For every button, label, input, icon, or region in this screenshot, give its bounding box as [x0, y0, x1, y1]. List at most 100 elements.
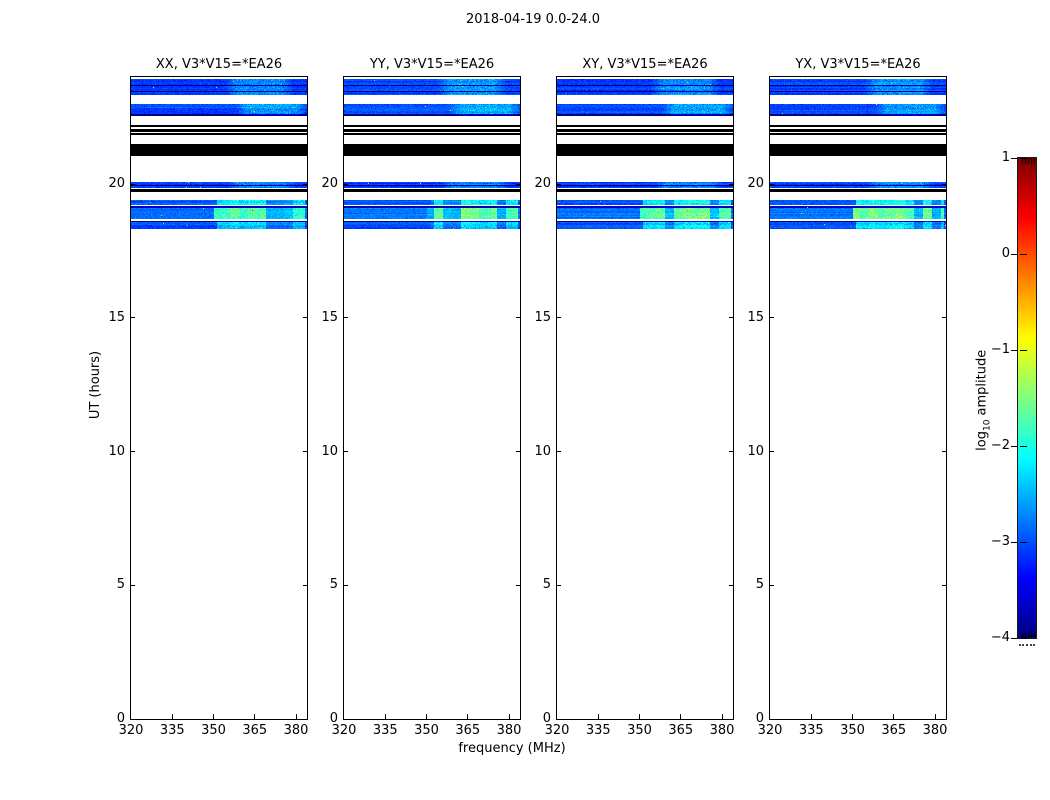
colorbar-tick-label: 0	[1001, 246, 1010, 261]
x-tick-label: 380	[283, 723, 309, 738]
colorbar-tick-mark-outer	[1011, 541, 1017, 543]
y-tick-mark-left	[344, 451, 348, 452]
y-tick-mark-right	[942, 451, 946, 452]
y-tick-label: 5	[116, 577, 125, 593]
x-tick-label: 335	[798, 723, 824, 738]
y-tick-mark-right	[729, 183, 733, 185]
y-tick-mark-right	[729, 451, 733, 452]
y-tick-mark-right	[303, 584, 307, 586]
x-tick-label: 320	[118, 723, 144, 738]
y-tick-mark-left	[131, 183, 135, 185]
y-tick-label: 20	[108, 176, 125, 191]
x-tick-mark	[213, 714, 214, 719]
y-tick-mark-right	[303, 317, 307, 319]
x-tick-mark	[597, 714, 599, 719]
x-tick-mark	[384, 714, 386, 719]
x-tick-label: 380	[496, 723, 522, 738]
y-tick-label: 10	[321, 443, 338, 459]
y-tick-mark-left	[770, 183, 774, 185]
x-tick-mark	[467, 714, 469, 719]
colorbar-tick-label: −4	[990, 630, 1010, 645]
colorbar-tick-mark-outer	[1011, 445, 1017, 447]
y-tick-mark-left	[770, 317, 774, 319]
x-tick-mark	[254, 714, 256, 719]
y-tick-mark-right	[942, 317, 946, 319]
y-tick-mark-left	[770, 451, 774, 452]
x-tick-mark	[810, 714, 812, 719]
x-tick-label: 365	[881, 723, 907, 738]
colorbar-tick-mark-outer	[1011, 253, 1017, 255]
spectrogram-canvas-yy	[344, 77, 520, 719]
colorbar-frame	[1017, 157, 1037, 639]
x-tick-label: 320	[757, 723, 783, 738]
x-tick-mark	[171, 714, 173, 719]
y-tick-label: 0	[542, 711, 551, 726]
y-tick-label: 5	[542, 577, 551, 593]
panel-title-yy: YY, V3*V15=*EA26	[369, 57, 495, 72]
y-tick-mark-right	[516, 451, 520, 452]
x-tick-mark	[426, 714, 427, 719]
x-tick-label: 350	[627, 723, 652, 738]
colorbar-tick-label: 1	[1001, 150, 1010, 165]
x-tick-label: 365	[455, 723, 481, 738]
colorbar-tick-mark-inner	[1020, 157, 1027, 159]
colorbar-gradient	[1018, 158, 1036, 638]
x-tick-label: 320	[544, 723, 570, 738]
colorbar-tick-mark-inner	[1020, 637, 1027, 639]
x-tick-label: 320	[331, 723, 357, 738]
y-tick-label: 15	[747, 309, 764, 325]
colorbar-tick-mark-outer	[1011, 637, 1017, 639]
y-tick-label: 20	[321, 176, 338, 191]
x-tick-mark	[508, 714, 510, 719]
y-tick-mark-left	[131, 317, 135, 319]
y-axis-label: UT (hours)	[88, 350, 103, 420]
y-tick-mark-right	[303, 183, 307, 185]
x-tick-mark	[721, 714, 723, 719]
y-tick-label: 15	[108, 309, 125, 325]
y-tick-mark-left	[770, 584, 774, 586]
spectrogram-canvas-xx	[131, 77, 307, 719]
y-tick-mark-left	[344, 317, 348, 319]
x-tick-mark	[852, 714, 853, 719]
y-tick-label: 5	[755, 577, 764, 593]
y-tick-mark-left	[557, 451, 561, 452]
x-tick-label: 335	[372, 723, 398, 738]
x-tick-label: 380	[709, 723, 735, 738]
colorbar-tick-mark-outer	[1011, 157, 1017, 159]
x-tick-mark	[934, 714, 936, 719]
y-tick-label: 15	[321, 309, 338, 325]
colorbar-tick-mark-inner	[1020, 541, 1027, 543]
y-tick-label: 10	[534, 443, 551, 459]
y-tick-mark-left	[344, 183, 348, 185]
colorbar-tick-mark-inner	[1020, 253, 1027, 255]
x-tick-label: 365	[242, 723, 268, 738]
colorbar-tick-mark-outer	[1011, 349, 1017, 351]
y-tick-label: 20	[534, 176, 551, 191]
y-tick-mark-right	[942, 584, 946, 586]
y-tick-mark-left	[344, 584, 348, 586]
colorbar-minor-dots	[1019, 644, 1035, 646]
y-tick-label: 0	[116, 711, 125, 726]
x-tick-label: 350	[840, 723, 865, 738]
spectrogram-canvas-xy	[557, 77, 733, 719]
panel-title-xx: XX, V3*V15=*EA26	[155, 57, 283, 72]
y-tick-mark-right	[516, 183, 520, 185]
colorbar-tick-label: −2	[990, 438, 1010, 453]
x-tick-mark	[295, 714, 297, 719]
panel-title-xy: XY, V3*V15=*EA26	[582, 57, 708, 72]
y-tick-mark-right	[729, 584, 733, 586]
y-tick-mark-right	[729, 317, 733, 319]
x-tick-mark	[893, 714, 895, 719]
x-tick-mark	[639, 714, 640, 719]
y-tick-label: 20	[747, 176, 764, 191]
y-tick-label: 5	[329, 577, 338, 593]
y-tick-mark-right	[942, 183, 946, 185]
y-tick-mark-right	[516, 317, 520, 319]
y-tick-mark-right	[303, 451, 307, 452]
colorbar-tick-mark-inner	[1020, 445, 1027, 447]
colorbar-tick-mark-inner	[1020, 349, 1027, 351]
x-tick-label: 335	[159, 723, 185, 738]
x-tick-label: 365	[668, 723, 694, 738]
x-tick-mark	[680, 714, 682, 719]
